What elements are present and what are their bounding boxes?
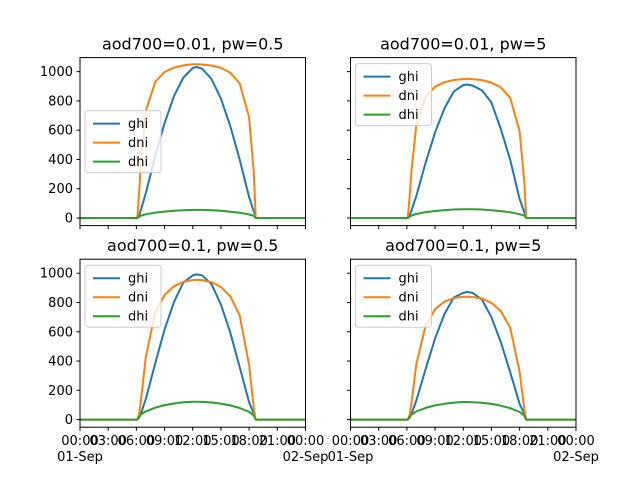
legend-box bbox=[84, 110, 162, 174]
legend-label-dhi: dhi bbox=[128, 310, 148, 325]
dni-line bbox=[350, 295, 576, 421]
dni-line bbox=[80, 278, 306, 421]
axes-spines bbox=[350, 258, 577, 428]
dhi-line bbox=[350, 401, 576, 421]
x-date-label: 02-Sep bbox=[283, 450, 329, 465]
x-tick-label: 00:00 bbox=[557, 434, 594, 449]
x-date-label: 02-Sep bbox=[553, 450, 599, 465]
x-tick-label: 00:00 bbox=[287, 434, 324, 449]
y-tick-label: 200 bbox=[48, 384, 73, 399]
legend-label-ghi: ghi bbox=[128, 272, 148, 287]
legend-label-dni: dni bbox=[399, 89, 419, 104]
dni-line bbox=[80, 63, 306, 219]
legend-label-dhi: dhi bbox=[128, 155, 148, 170]
legend-box bbox=[355, 264, 432, 328]
y-tick-label: 400 bbox=[48, 355, 73, 370]
x-tick-label: 00:00 bbox=[61, 434, 98, 449]
legend-label-ghi: ghi bbox=[399, 272, 419, 287]
ghi-line bbox=[350, 83, 576, 219]
x-tick-label: 12:00 bbox=[445, 434, 482, 449]
x-tick-label: 21:00 bbox=[529, 434, 566, 449]
legend-box bbox=[355, 63, 432, 127]
legend-label-ghi: ghi bbox=[399, 70, 419, 85]
legend-label-dhi: dhi bbox=[399, 310, 419, 325]
legend-label-dni: dni bbox=[128, 136, 148, 151]
axes-spines bbox=[79, 57, 306, 227]
axes-spines bbox=[350, 57, 577, 227]
subplot-aod001-pw05: aod700=0.01, pw=0.5 0 200 400 600 800 1000 ghi d… bbox=[40, 35, 306, 230]
x-tick-label: 03:00 bbox=[89, 434, 126, 449]
x-tick-label: 00:00 bbox=[332, 434, 369, 449]
subplot-title: aod700=0.1, pw=5 bbox=[385, 236, 541, 255]
y-tick-label: 800 bbox=[48, 296, 73, 311]
subplot-aod01-pw05: aod700=0.1, pw=0.5 0 200 400 600 800 1000 00:00… bbox=[40, 236, 328, 465]
x-tick-label: 03:00 bbox=[360, 434, 397, 449]
subplot-title: aod700=0.01, pw=0.5 bbox=[102, 35, 284, 54]
legend-label-ghi: ghi bbox=[128, 117, 148, 132]
dhi-line bbox=[80, 400, 306, 421]
x-tick-label: 09:00 bbox=[416, 434, 453, 449]
legend: ghi dni dhi bbox=[84, 110, 162, 174]
axes-spines bbox=[79, 258, 306, 428]
x-tick-label: 12:00 bbox=[174, 434, 211, 449]
x-date-label: 01-Sep bbox=[57, 450, 103, 465]
dni-line bbox=[350, 77, 576, 219]
subplot-aod01-pw5: aod700=0.1, pw=500:0001-Sep03:0006:0009:… bbox=[328, 236, 599, 465]
y-tick-label: 400 bbox=[48, 153, 73, 168]
x-tick-label: 15:00 bbox=[202, 434, 239, 449]
dhi-line bbox=[350, 208, 576, 219]
x-tick-label: 06:00 bbox=[118, 434, 155, 449]
legend-label-dni: dni bbox=[399, 291, 419, 306]
x-tick-label: 06:00 bbox=[388, 434, 425, 449]
legend-label-dhi: dhi bbox=[399, 108, 419, 123]
legend-label-dni: dni bbox=[128, 291, 148, 306]
legend: ghi dni dhi bbox=[355, 63, 432, 127]
y-tick-label: 0 bbox=[65, 211, 73, 226]
x-tick-label: 09:00 bbox=[146, 434, 183, 449]
legend-box bbox=[84, 264, 162, 328]
subplot-title: aod700=0.1, pw=0.5 bbox=[107, 236, 278, 255]
dhi-line bbox=[80, 208, 306, 219]
y-tick-label: 1000 bbox=[40, 267, 73, 282]
subplot-title: aod700=0.01, pw=5 bbox=[380, 35, 546, 54]
x-tick-label: 15:00 bbox=[473, 434, 510, 449]
y-tick-label: 600 bbox=[48, 124, 73, 139]
y-tick-label: 1000 bbox=[40, 65, 73, 80]
x-tick-label: 18:00 bbox=[501, 434, 538, 449]
x-tick-label: 18:00 bbox=[230, 434, 267, 449]
legend: ghi dni dhi bbox=[84, 264, 162, 328]
subplot-aod001-pw5: aod700=0.01, pw=5 ghi dni dhi bbox=[347, 35, 577, 230]
y-tick-label: 600 bbox=[48, 325, 73, 340]
y-tick-label: 0 bbox=[65, 413, 73, 428]
ghi-line bbox=[80, 66, 306, 219]
x-date-label: 01-Sep bbox=[328, 450, 374, 465]
y-tick-label: 200 bbox=[48, 182, 73, 197]
x-tick-label: 21:00 bbox=[259, 434, 296, 449]
y-tick-label: 800 bbox=[48, 94, 73, 109]
legend: ghi dni dhi bbox=[355, 264, 432, 328]
